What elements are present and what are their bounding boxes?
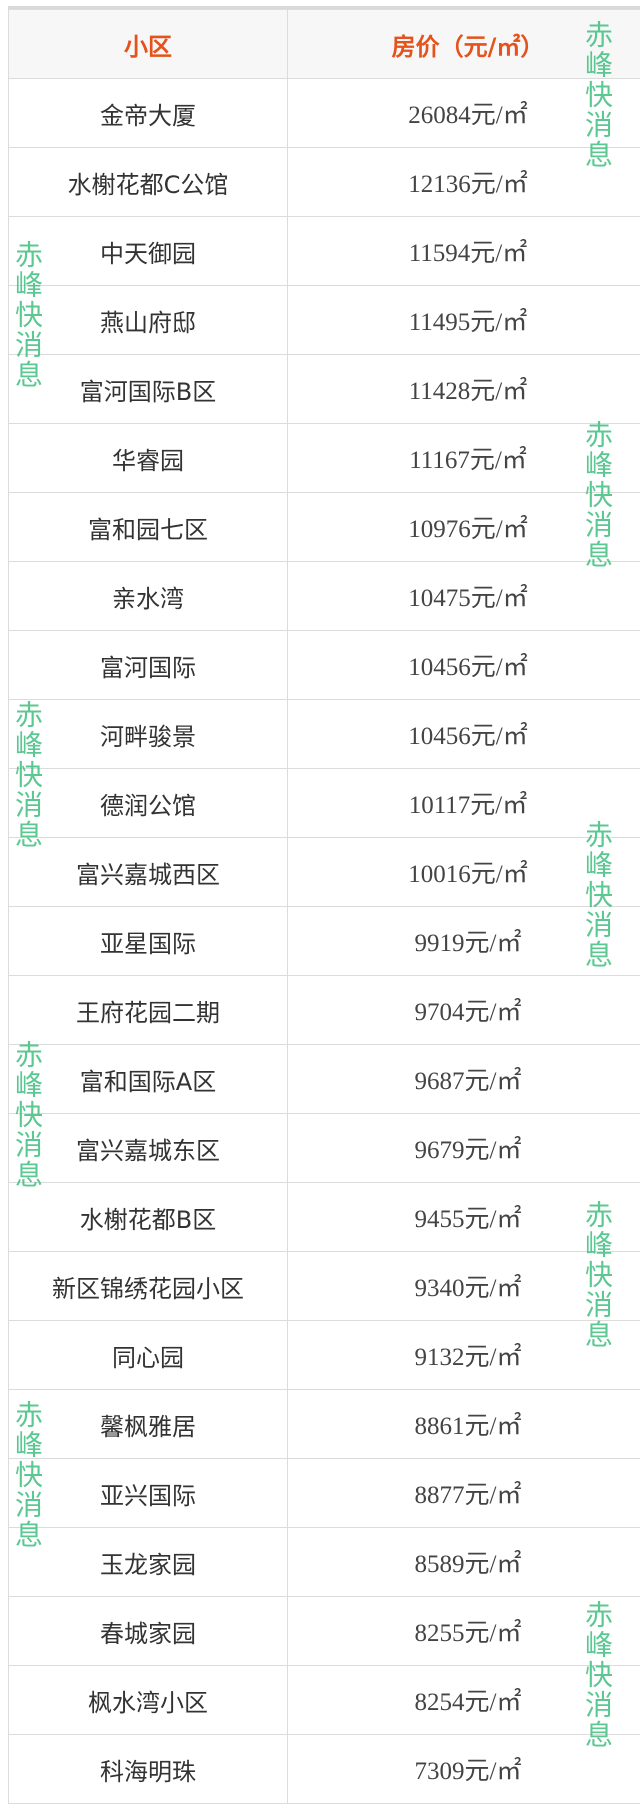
- community-name: 富河国际B区: [9, 355, 288, 424]
- community-name: 科海明珠: [9, 1735, 288, 1804]
- header-name: 小区: [9, 10, 288, 79]
- community-name: 水榭花都C公馆: [9, 148, 288, 217]
- community-name: 富和国际A区: [9, 1045, 288, 1114]
- price-value: 11167元/㎡: [288, 424, 640, 493]
- price-value: 10456元/㎡: [288, 700, 640, 769]
- price-value: 10976元/㎡: [288, 493, 640, 562]
- price-value: 10475元/㎡: [288, 562, 640, 631]
- price-value: 10016元/㎡: [288, 838, 640, 907]
- community-name: 中天御园: [9, 217, 288, 286]
- community-name: 德润公馆: [9, 769, 288, 838]
- header-price: 房价（元/㎡）: [288, 10, 640, 79]
- community-name: 新区锦绣花园小区: [9, 1252, 288, 1321]
- community-name: 富兴嘉城西区: [9, 838, 288, 907]
- community-name: 华睿园: [9, 424, 288, 493]
- community-name: 河畔骏景: [9, 700, 288, 769]
- community-name: 金帝大厦: [9, 79, 288, 148]
- price-value: 8877元/㎡: [288, 1459, 640, 1528]
- price-value: 9704元/㎡: [288, 976, 640, 1045]
- community-name: 水榭花都B区: [9, 1183, 288, 1252]
- price-value: 11495元/㎡: [288, 286, 640, 355]
- community-name: 富兴嘉城东区: [9, 1114, 288, 1183]
- community-name: 亚星国际: [9, 907, 288, 976]
- community-name: 枫水湾小区: [9, 1666, 288, 1735]
- community-name: 王府花园二期: [9, 976, 288, 1045]
- community-name: 玉龙家园: [9, 1528, 288, 1597]
- price-value: 11594元/㎡: [288, 217, 640, 286]
- price-value: 26084元/㎡: [288, 79, 640, 148]
- price-value: 12136元/㎡: [288, 148, 640, 217]
- price-value: 9687元/㎡: [288, 1045, 640, 1114]
- price-value: 9132元/㎡: [288, 1321, 640, 1390]
- price-value: 10117元/㎡: [288, 769, 640, 838]
- community-name: 同心园: [9, 1321, 288, 1390]
- price-value: 8589元/㎡: [288, 1528, 640, 1597]
- price-value: 11428元/㎡: [288, 355, 640, 424]
- price-value: 9340元/㎡: [288, 1252, 640, 1321]
- price-value: 8254元/㎡: [288, 1666, 640, 1735]
- price-value: 9679元/㎡: [288, 1114, 640, 1183]
- community-name: 亚兴国际: [9, 1459, 288, 1528]
- community-name: 富和园七区: [9, 493, 288, 562]
- price-value: 8861元/㎡: [288, 1390, 640, 1459]
- price-value: 7309元/㎡: [288, 1735, 640, 1804]
- community-name: 富河国际: [9, 631, 288, 700]
- table-header-row: 小区 房价（元/㎡）: [9, 10, 640, 79]
- price-value: 10456元/㎡: [288, 631, 640, 700]
- price-value: 9919元/㎡: [288, 907, 640, 976]
- community-name: 春城家园: [9, 1597, 288, 1666]
- community-name: 馨枫雅居: [9, 1390, 288, 1459]
- price-value: 9455元/㎡: [288, 1183, 640, 1252]
- community-name: 燕山府邸: [9, 286, 288, 355]
- community-name: 亲水湾: [9, 562, 288, 631]
- price-value: 8255元/㎡: [288, 1597, 640, 1666]
